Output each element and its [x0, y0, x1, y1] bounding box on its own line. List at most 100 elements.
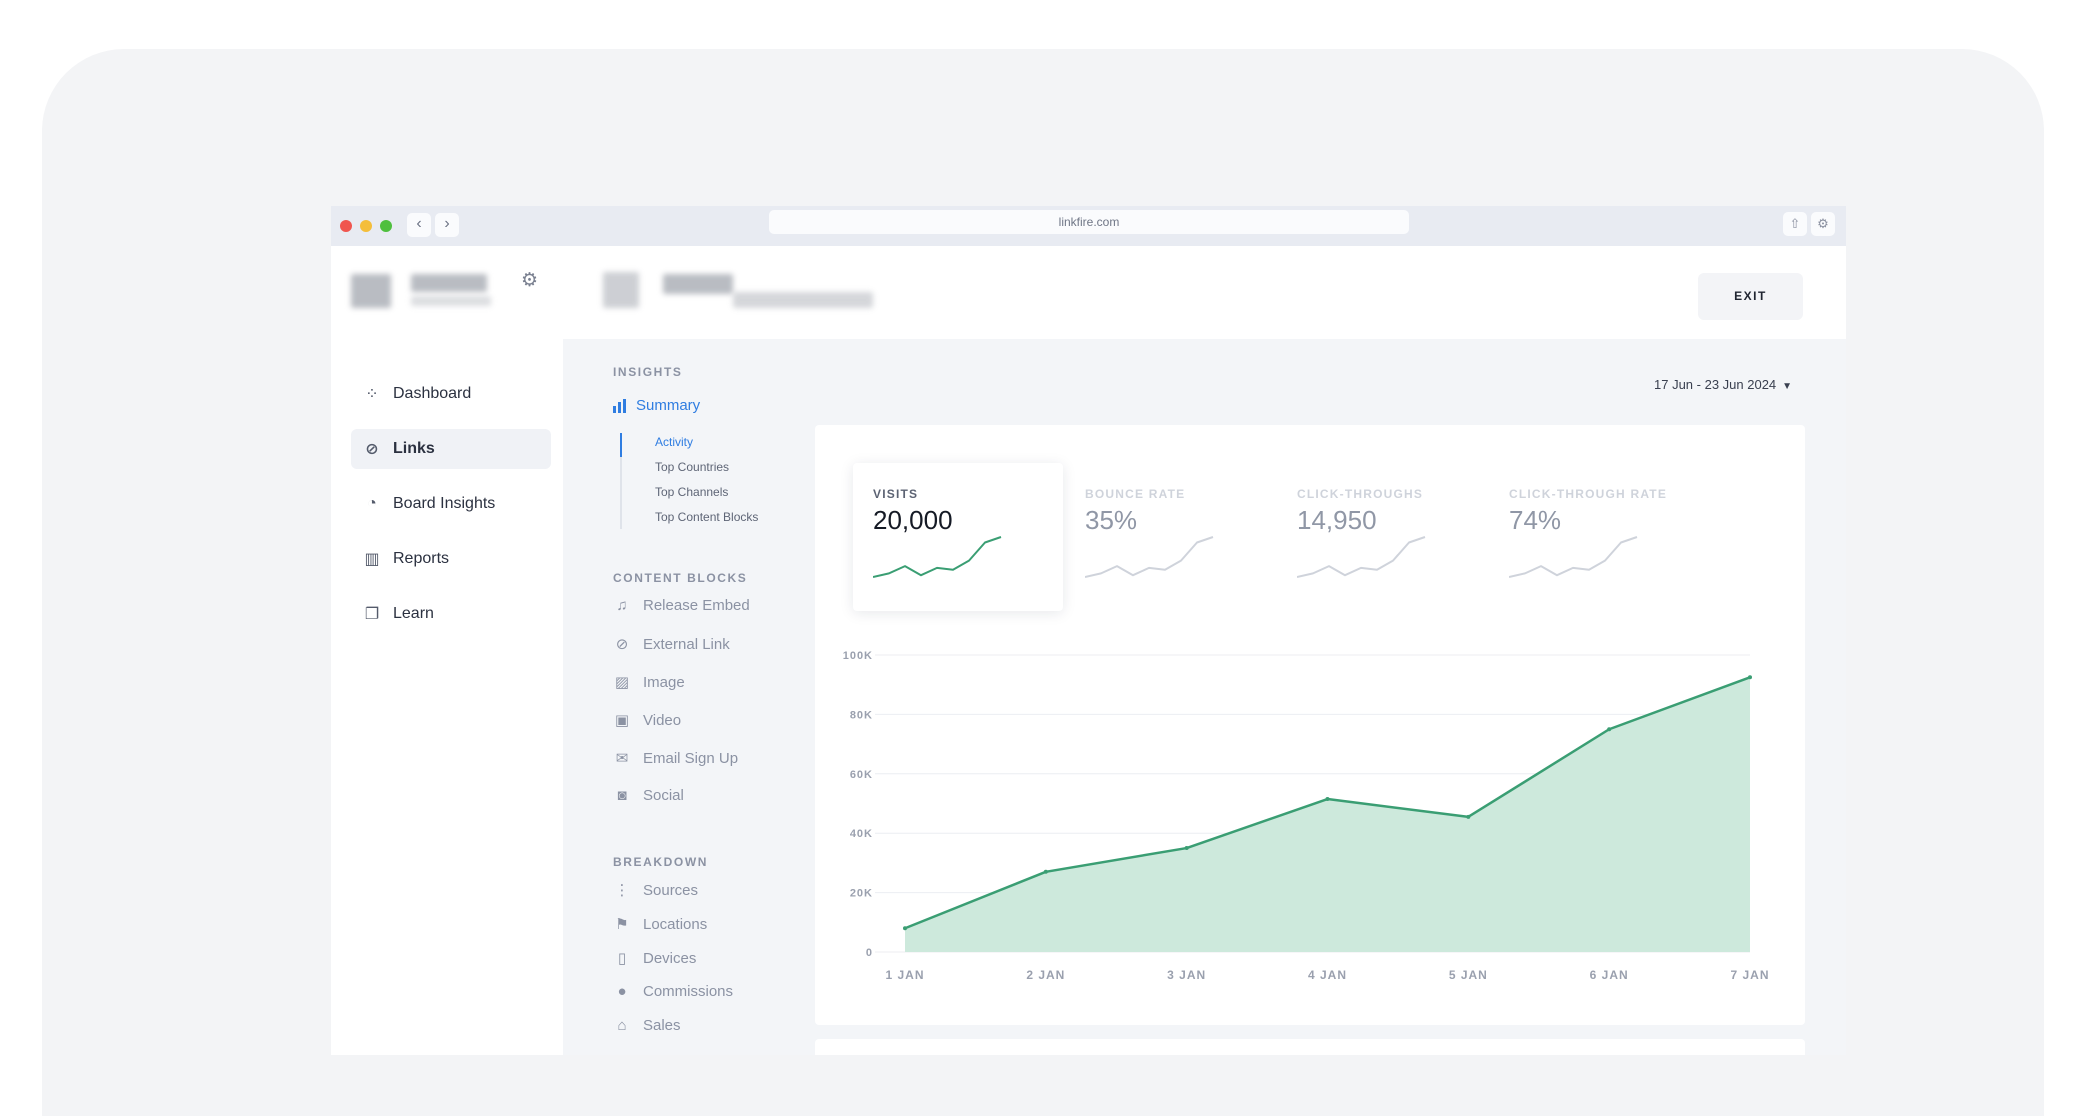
data-point: [903, 926, 907, 931]
y-tick-label: 20K: [850, 888, 873, 900]
kpi-sparkline: [1297, 536, 1426, 578]
forward-button[interactable]: ›: [435, 213, 459, 237]
sublink-top-content-blocks[interactable]: Top Content Blocks: [655, 510, 759, 524]
blurred-link-subtitle: [733, 292, 873, 308]
blurred-account-sub: [411, 296, 491, 306]
flag-icon: ⚑: [615, 916, 629, 933]
nav-item-label: Links: [393, 440, 435, 457]
kpi-sparkline: [1509, 536, 1638, 578]
x-tick-label: 2 JAN: [1026, 968, 1065, 982]
breakdown-label: Devices: [643, 949, 697, 967]
nav-item-label: Dashboard: [393, 385, 472, 402]
kpi-tile-visits[interactable]: VISITS 20,000: [853, 463, 1063, 611]
nav-item-dashboard[interactable]: ⁘ Dashboard: [351, 374, 551, 414]
share-icon[interactable]: ⇧: [1783, 212, 1807, 236]
bar-chart-icon: [613, 398, 626, 413]
sublink-top-channels[interactable]: Top Channels: [655, 485, 729, 499]
content-block-video[interactable]: ▣ Video: [613, 711, 681, 730]
coin-icon: ●: [617, 983, 627, 1000]
content-block-external-link[interactable]: ⊘ External Link: [613, 635, 730, 654]
section-title-insights: INSIGHTS: [613, 365, 683, 379]
x-tick-label: 3 JAN: [1167, 968, 1206, 982]
minimize-window-dot-icon[interactable]: [360, 220, 372, 232]
image-icon: ▨: [614, 674, 630, 691]
insights-subnav: INSIGHTS Summary Activity Top Countries …: [563, 339, 823, 1055]
share-icon: ⋮: [614, 882, 630, 899]
background-panel: ‹ › linkfire.com ⇧ ⚙ ⚙ EXIT ⁘ Dashboard: [42, 49, 2044, 1116]
nav-item-label: Reports: [393, 550, 450, 567]
kpi-label: VISITS: [873, 487, 919, 501]
kpi-tile-bounce-rate[interactable]: BOUNCE RATE 35%: [1065, 463, 1275, 611]
blurred-link-title: [663, 274, 733, 294]
x-tick-label: 5 JAN: [1449, 968, 1488, 982]
social-icon: ◙: [617, 787, 627, 804]
content-block-email-sign-up[interactable]: ✉ Email Sign Up: [613, 749, 739, 768]
section-title-content-blocks: CONTENT BLOCKS: [613, 571, 748, 585]
nav-item-board-insights[interactable]: ◔ Board Insights: [351, 484, 551, 524]
url-bar[interactable]: linkfire.com: [769, 210, 1409, 234]
kpi-sparkline: [873, 536, 1002, 578]
content-block-social[interactable]: ◙ Social: [613, 787, 683, 804]
kpi-sparkline: [1085, 536, 1214, 578]
kpi-label: BOUNCE RATE: [1085, 487, 1186, 501]
browser-titlebar: ‹ › linkfire.com ⇧ ⚙: [331, 206, 1846, 246]
breakdown-sources[interactable]: ⋮ Sources: [613, 881, 699, 900]
content-block-label: Image: [643, 673, 685, 691]
breakdown-label: Sources: [643, 881, 699, 899]
breakdown-commissions[interactable]: ● Commissions: [613, 983, 733, 1000]
visits-area-chart: 0 20K 40K 60K 80K 100K 1 JAN 2 JAN 3 JAN 4 JAN 5 J…: [843, 650, 1769, 982]
x-tick-label: 4 JAN: [1308, 968, 1347, 982]
x-tick-label: 6 JAN: [1590, 968, 1629, 982]
kpi-tile-click-throughs[interactable]: CLICK-THROUGHS 14,950: [1277, 463, 1487, 611]
breakdown-sales[interactable]: ⌂ Sales: [613, 1017, 681, 1034]
y-tick-label: 100K: [843, 650, 873, 662]
nav-item-label: Learn: [393, 605, 434, 622]
content-block-image[interactable]: ▨ Image: [613, 673, 685, 692]
breakdown-devices[interactable]: ▯ Devices: [613, 949, 697, 968]
nav-item-links[interactable]: ⊘ Links: [351, 429, 551, 469]
kpi-value: 20,000: [873, 505, 953, 535]
data-point: [1325, 797, 1330, 802]
content-block-label: Email Sign Up: [643, 749, 739, 767]
sparkline-path: [1085, 536, 1214, 578]
nav-item-reports[interactable]: ▥ Reports: [351, 539, 551, 579]
sublink-active-indicator: [620, 433, 622, 457]
breakdown-label: Commissions: [643, 983, 734, 1000]
close-window-dot-icon[interactable]: [340, 220, 352, 232]
blurred-account-name: [411, 274, 487, 292]
content-block-label: External Link: [643, 635, 730, 653]
breakdown-label: Sales: [643, 1017, 681, 1034]
content-block-release-embed[interactable]: ♫ Release Embed: [613, 597, 749, 614]
blurred-logo: [351, 274, 391, 308]
kpi-value: 35%: [1085, 505, 1138, 535]
y-tick-label: 60K: [850, 769, 873, 781]
kpi-tile-click-through-rate[interactable]: CLICK-THROUGH RATE 74%: [1489, 463, 1699, 611]
subnav-item-summary[interactable]: Summary: [613, 397, 700, 414]
extensions-icon[interactable]: ⚙: [1811, 212, 1835, 236]
breakdown-locations[interactable]: ⚑ Locations: [613, 915, 707, 934]
sparkline-path: [1297, 536, 1426, 578]
sublink-track: [620, 433, 622, 529]
data-point: [1043, 869, 1048, 874]
back-button[interactable]: ‹: [407, 213, 431, 237]
settings-gear-icon[interactable]: ⚙: [521, 270, 539, 291]
insights-card: VISITS 20,000 BOUNCE RATE 35% CLICK-THRO…: [815, 425, 1805, 1025]
envelope-icon: ✉: [615, 750, 629, 767]
nav-item-learn[interactable]: ❐ Learn: [351, 594, 551, 634]
data-point: [1466, 814, 1471, 819]
sublink-top-countries[interactable]: Top Countries: [655, 460, 730, 474]
section-title-breakdown: BREAKDOWN: [613, 855, 709, 869]
link-icon: ⊘: [365, 441, 379, 458]
y-tick-label: 80K: [850, 709, 873, 721]
main-panel: INSIGHTS Summary Activity Top Countries …: [563, 339, 1846, 1055]
sublink-activity[interactable]: Activity: [655, 435, 694, 449]
book-icon: ❐: [364, 606, 380, 623]
exit-button[interactable]: EXIT: [1698, 273, 1803, 320]
music-note-icon: ♫: [616, 597, 628, 614]
basket-icon: ⌂: [617, 1017, 627, 1034]
subnav-item-label: Summary: [636, 397, 701, 414]
maximize-window-dot-icon[interactable]: [380, 220, 392, 232]
date-range-picker[interactable]: 17 Jun - 23 Jun 2024 ▼: [1654, 377, 1792, 392]
caret-down-icon: ▼: [1782, 381, 1793, 392]
data-point: [1184, 846, 1189, 851]
